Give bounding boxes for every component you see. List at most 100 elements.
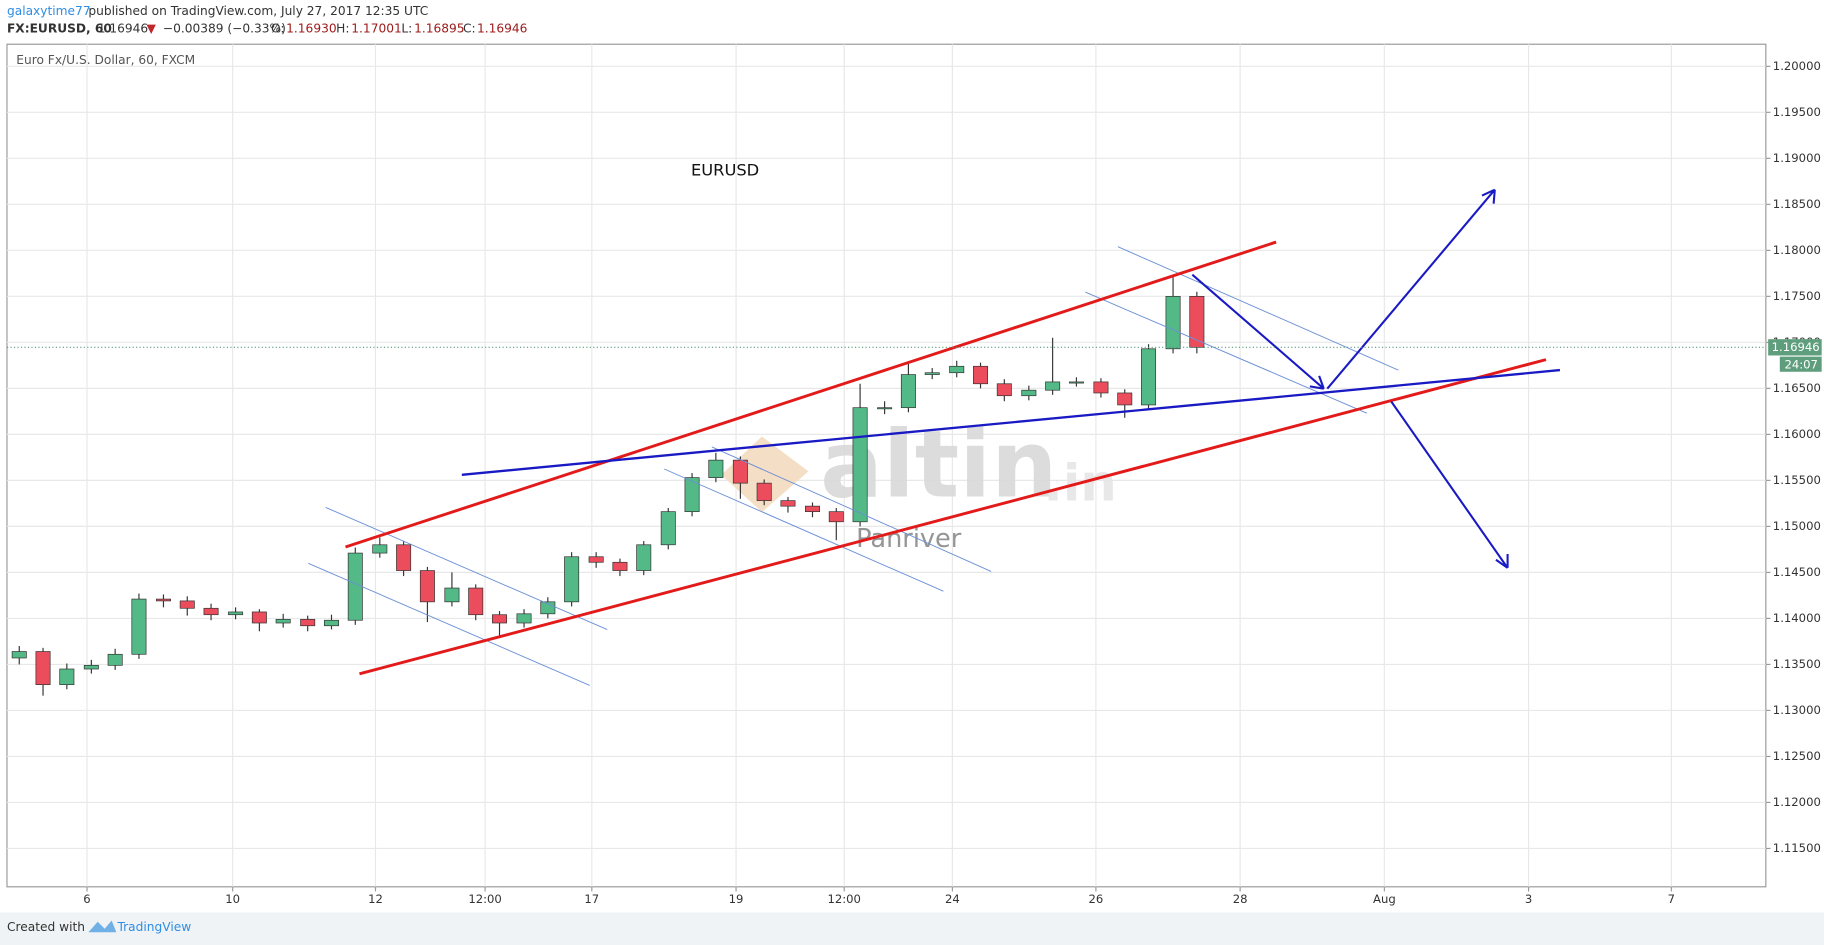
candle-body (805, 505, 820, 513)
x-tick-label: 26 (1089, 892, 1104, 906)
candle-body (1189, 295, 1205, 348)
y-tick-label: 1.14000 (1773, 611, 1821, 625)
candle-body (444, 587, 460, 603)
candle-body (1021, 389, 1037, 397)
candle-body (1165, 295, 1181, 350)
channel-line (1117, 246, 1399, 371)
footer-created: Created with (7, 920, 85, 934)
candle-body (973, 365, 989, 385)
countdown-box (1779, 356, 1822, 372)
y-tick-label: 1.16000 (1773, 427, 1821, 441)
arrow: ▼ (147, 22, 157, 36)
candle-body (251, 611, 267, 624)
candle-body (492, 614, 508, 624)
plot-frame (6, 43, 1767, 888)
y-tick-label: 1.15500 (1773, 473, 1821, 487)
x-tick-label: 7 (1668, 892, 1675, 906)
candle-body (1141, 348, 1157, 406)
symbol: FX:EURUSD, 60 (7, 22, 112, 36)
low: 1.16895 (414, 22, 464, 36)
candle-body (516, 613, 532, 624)
footer-brand[interactable]: TradingView (116, 920, 191, 934)
candle-body (372, 544, 388, 554)
candle-body (540, 601, 556, 615)
y-tick-label: 1.14500 (1773, 565, 1821, 579)
candle-body (660, 511, 676, 546)
candle-body (228, 611, 244, 616)
footer-logo (88, 920, 117, 933)
x-tick-label: 19 (729, 892, 744, 906)
legend: Euro Fx/U.S. Dollar, 60, FXCM (16, 53, 195, 67)
candle-body (756, 482, 772, 501)
x-tick-label: 12:00 (827, 892, 861, 906)
arrow (1390, 400, 1509, 569)
y-tick-label: 1.17500 (1773, 289, 1821, 303)
y-tick-label: 1.18500 (1773, 197, 1821, 211)
candle-body (419, 570, 435, 603)
candle-body (852, 407, 868, 523)
candle-body (877, 407, 893, 410)
candle-body (780, 500, 796, 507)
candle-body (588, 556, 604, 563)
open: 1.16930 (286, 22, 336, 36)
candle-body (35, 651, 51, 686)
x-tick-label: 12:00 (468, 892, 502, 906)
candle-body (1117, 392, 1133, 406)
last-price-label: 1.16946 (1772, 340, 1820, 354)
published: published on TradingView.com, July 27, 2… (88, 4, 428, 18)
y-tick-label: 1.12500 (1773, 749, 1821, 763)
candle-body (468, 587, 484, 616)
candles (11, 275, 1205, 696)
candle-body (179, 600, 195, 609)
y-tick-label: 1.13000 (1773, 703, 1821, 717)
candle-body (732, 459, 748, 484)
price: 1.16946 (98, 22, 148, 36)
candle-body (324, 619, 339, 627)
candle-body (275, 618, 291, 624)
y-tick-label: 1.11500 (1773, 841, 1821, 855)
candle-body (347, 552, 363, 621)
candle-body (564, 556, 580, 603)
x-tick-label: 10 (225, 892, 240, 906)
x-tick-label: 28 (1233, 892, 1248, 906)
y-tick-label: 1.12000 (1773, 795, 1821, 809)
candle-body (708, 459, 724, 478)
candle-body (83, 664, 99, 670)
candle-body (155, 598, 171, 602)
footer-bar (0, 912, 1824, 945)
candle-body (949, 365, 965, 374)
candle-body (131, 598, 147, 655)
candle-body (300, 618, 316, 627)
channel-line (308, 562, 590, 686)
trend-line (345, 240, 1277, 549)
candle-body (396, 544, 412, 571)
username[interactable]: galaxytime77 (7, 4, 91, 18)
channel-line (325, 506, 608, 631)
arrow (1191, 273, 1325, 390)
candle-body (828, 511, 844, 523)
channel-line (711, 446, 992, 572)
candle-body (924, 372, 940, 375)
candle-body (203, 607, 219, 616)
candle-body (107, 653, 123, 666)
candle-body (996, 383, 1012, 397)
c-label: C: (463, 22, 476, 36)
annotation: EURUSD (691, 161, 759, 180)
trend-line (461, 368, 1561, 476)
x-tick-label: 3 (1525, 892, 1532, 906)
l-label: L: (401, 22, 412, 36)
candle-body (1093, 381, 1109, 394)
trend-line (359, 358, 1547, 676)
channel-line (664, 468, 944, 592)
candle-body (684, 477, 700, 513)
x-tick-label: 24 (945, 892, 960, 906)
watermark-logo (721, 436, 809, 513)
x-tick-label: Aug (1373, 892, 1396, 906)
y-tick-label: 1.20000 (1773, 59, 1821, 73)
y-tick-label: 1.16500 (1773, 381, 1821, 395)
y-tick-label: 1.15000 (1773, 519, 1821, 533)
drawings (308, 188, 1561, 686)
candle-body (11, 651, 27, 659)
